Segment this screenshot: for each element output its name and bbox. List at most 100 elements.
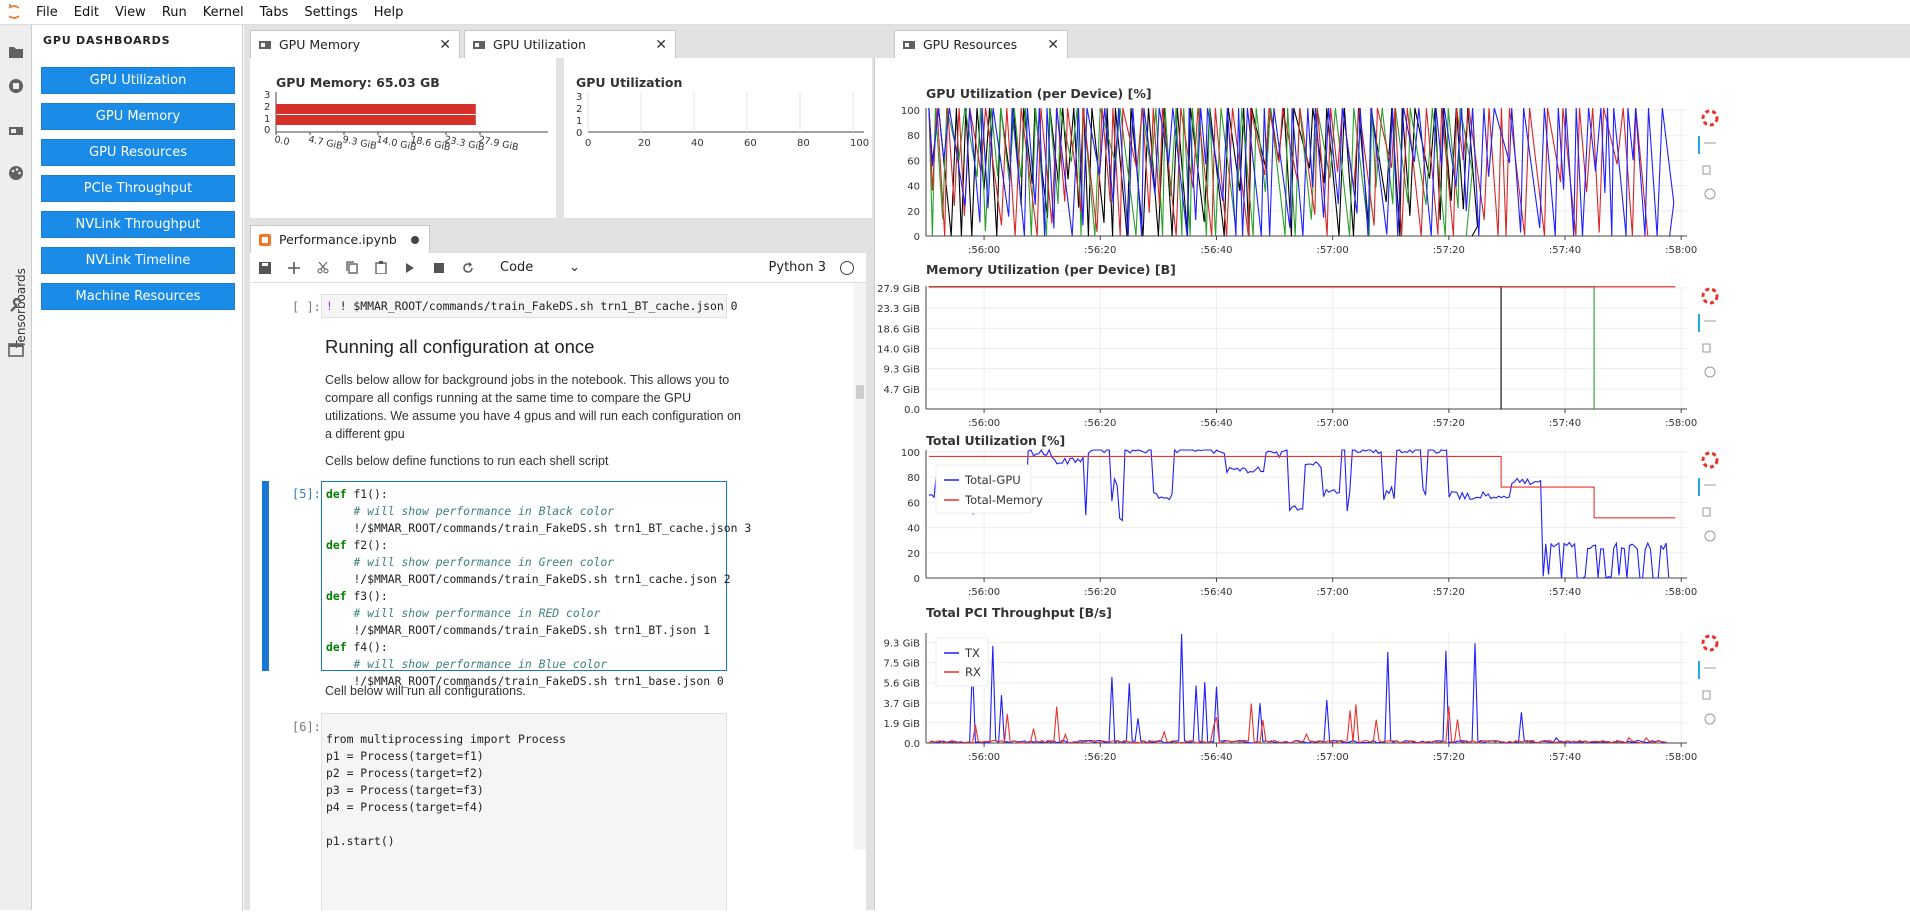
paragraph-line: utilizations. We assume you have 4 gpus … bbox=[325, 409, 741, 423]
y-tick-label: 7.5 GiB bbox=[884, 659, 921, 670]
stop-icon[interactable] bbox=[424, 253, 453, 283]
memory-series bbox=[928, 286, 1595, 409]
menu-edit[interactable]: Edit bbox=[73, 4, 99, 20]
pci-tx-series bbox=[928, 633, 1667, 744]
copy-icon[interactable] bbox=[337, 253, 366, 283]
tab-gpu-utilization[interactable]: GPU Utilization ✕ bbox=[464, 30, 676, 58]
x-tick-label: :57:00 bbox=[1317, 245, 1349, 256]
x-tick-label: :57:20 bbox=[1433, 587, 1465, 598]
code-text: !/$MMAR_ROOT/commands/train_FakeDS.sh bbox=[353, 674, 615, 688]
code-line: # will show performance in Green color bbox=[322, 554, 726, 571]
code-token: (): bbox=[367, 487, 388, 501]
code-comment: # will show performance in Blue color bbox=[353, 657, 608, 671]
scrollbar[interactable] bbox=[854, 283, 866, 850]
run-icon[interactable] bbox=[395, 253, 424, 283]
code-cell-active[interactable]: def f1(): # will show performance in Bla… bbox=[321, 481, 751, 688]
menu-tabs[interactable]: Tabs bbox=[259, 4, 289, 20]
gpu-dashboard-icon[interactable] bbox=[5, 120, 27, 142]
x-tick-label: 40 bbox=[691, 138, 704, 149]
add-cell-icon[interactable] bbox=[279, 253, 308, 283]
code-line: # will show performance in RED color bbox=[322, 605, 726, 622]
total-gpu-series bbox=[928, 448, 1670, 579]
paste-icon[interactable] bbox=[366, 253, 395, 283]
tabs-list-icon[interactable] bbox=[5, 339, 27, 361]
reset-tool-icon bbox=[1704, 713, 1716, 725]
x-tick-label: :57:00 bbox=[1317, 752, 1349, 763]
machine-resources-button[interactable]: Machine Resources bbox=[41, 283, 235, 310]
gpu-memory-button[interactable]: GPU Memory bbox=[41, 103, 235, 130]
cell-type-select[interactable]: Code ⌄ bbox=[500, 260, 580, 275]
tab-gpu-resources[interactable]: GPU Resources ✕ bbox=[894, 30, 1068, 58]
y-tick-label: 27.9 GiB bbox=[877, 284, 920, 295]
tab-gpu-memory[interactable]: GPU Memory ✕ bbox=[250, 30, 460, 58]
scrollbar-thumb[interactable] bbox=[856, 385, 864, 399]
y-tick-label: 0 bbox=[914, 232, 920, 243]
menu-help[interactable]: Help bbox=[373, 4, 404, 20]
wrench-icon[interactable] bbox=[5, 295, 27, 317]
pcie-throughput-button[interactable]: PCIe Throughput bbox=[41, 175, 235, 202]
y-tick-label: 1.9 GiB bbox=[884, 719, 921, 730]
code-token: (): bbox=[367, 589, 388, 603]
code-token: (): bbox=[367, 640, 388, 654]
y-tick-label: 80 bbox=[907, 131, 920, 142]
close-icon[interactable]: ✕ bbox=[655, 37, 667, 53]
nvlink-throughput-button[interactable]: NVLink Throughput bbox=[41, 211, 235, 238]
reset-tool-icon bbox=[1704, 366, 1716, 378]
menu-kernel[interactable]: Kernel bbox=[202, 4, 244, 20]
menu-file[interactable]: File bbox=[36, 4, 58, 20]
gpu-memory-widget: GPU Memory: 65.03 GB 3 2 1 0 0.0 4.7 GiB 9… bbox=[250, 58, 556, 218]
chart-3: Total PCI Throughput [B/s]:56:00:56:20:5… bbox=[884, 605, 1719, 763]
code-line: p4 = Process(target=f4) bbox=[326, 800, 484, 814]
x-tick-label: :58:00 bbox=[1665, 245, 1697, 256]
y-tick: 2 bbox=[264, 102, 270, 113]
chart-1: Memory Utilization (per Device) [B]:56:0… bbox=[877, 262, 1719, 429]
palette-icon[interactable] bbox=[5, 162, 27, 184]
x-tick-label: :58:00 bbox=[1665, 418, 1697, 429]
menu-settings[interactable]: Settings bbox=[304, 4, 358, 20]
y-tick-label: 100 bbox=[901, 448, 920, 459]
left-icon-rail: Tensorboards bbox=[0, 25, 32, 910]
tab-notebook[interactable]: Performance.ipynb bbox=[250, 225, 430, 253]
x-tick-label: :57:40 bbox=[1549, 245, 1581, 256]
reset-tool-icon bbox=[1704, 530, 1716, 542]
code-cell[interactable]: from multiprocessing import Process p1 = … bbox=[321, 713, 727, 910]
y-tick-label: 0 bbox=[576, 128, 582, 139]
y-tick-label: 60 bbox=[907, 498, 920, 509]
save-icon[interactable] bbox=[250, 253, 279, 283]
y-tick-label: 0.0 bbox=[904, 405, 920, 416]
restart-icon[interactable] bbox=[453, 253, 482, 283]
cut-icon[interactable] bbox=[308, 253, 337, 283]
dashboard-tab-icon bbox=[259, 38, 273, 52]
y-tick-label: 9.3 GiB bbox=[884, 365, 921, 376]
code-token: def bbox=[326, 538, 347, 552]
gpu-resources-button[interactable]: GPU Resources bbox=[41, 139, 235, 166]
x-tick-label: :56:00 bbox=[968, 587, 1000, 598]
paragraph-line: Cells below allow for background jobs in… bbox=[325, 373, 730, 387]
close-icon[interactable]: ✕ bbox=[439, 37, 451, 53]
bokeh-logo-icon bbox=[1701, 287, 1719, 305]
menu-run[interactable]: Run bbox=[161, 4, 187, 20]
y-tick-label: 5.6 GiB bbox=[884, 679, 921, 690]
chart-legend: Total-GPU Total-Memory bbox=[935, 464, 1043, 514]
x-tick-label: :56:40 bbox=[1200, 418, 1232, 429]
folder-icon[interactable] bbox=[5, 41, 27, 63]
gpu-utilization-button[interactable]: GPU Utilization bbox=[41, 67, 235, 94]
kernel-name[interactable]: Python 3 bbox=[768, 260, 826, 275]
x-tick-label: 0.0 bbox=[273, 134, 290, 148]
nvlink-timeline-button[interactable]: NVLink Timeline bbox=[41, 247, 235, 274]
running-kernels-icon[interactable] bbox=[5, 75, 27, 97]
unsaved-indicator-icon[interactable] bbox=[411, 236, 419, 244]
gpu-utilization-title: GPU Utilization bbox=[576, 75, 683, 90]
notebook-panel: Code ⌄ Python 3 [ ]: ! ! $MMAR_ROOT/comma… bbox=[250, 253, 866, 910]
x-tick-label: 0 bbox=[585, 138, 591, 149]
menu-view[interactable]: View bbox=[114, 4, 146, 20]
code-line: ! ! $MMAR_ROOT/commands/train_FakeDS.sh … bbox=[322, 295, 737, 313]
code-line: p3 = Process(target=f3) bbox=[326, 783, 484, 797]
chart-title: GPU Utilization (per Device) [%] bbox=[926, 86, 1152, 101]
code-line bbox=[322, 816, 726, 833]
memory-bar bbox=[276, 104, 476, 114]
x-tick-label: :56:00 bbox=[968, 752, 1000, 763]
close-icon[interactable]: ✕ bbox=[1047, 37, 1059, 53]
code-cell[interactable]: ! ! $MMAR_ROOT/commands/train_FakeDS.sh … bbox=[321, 294, 737, 318]
